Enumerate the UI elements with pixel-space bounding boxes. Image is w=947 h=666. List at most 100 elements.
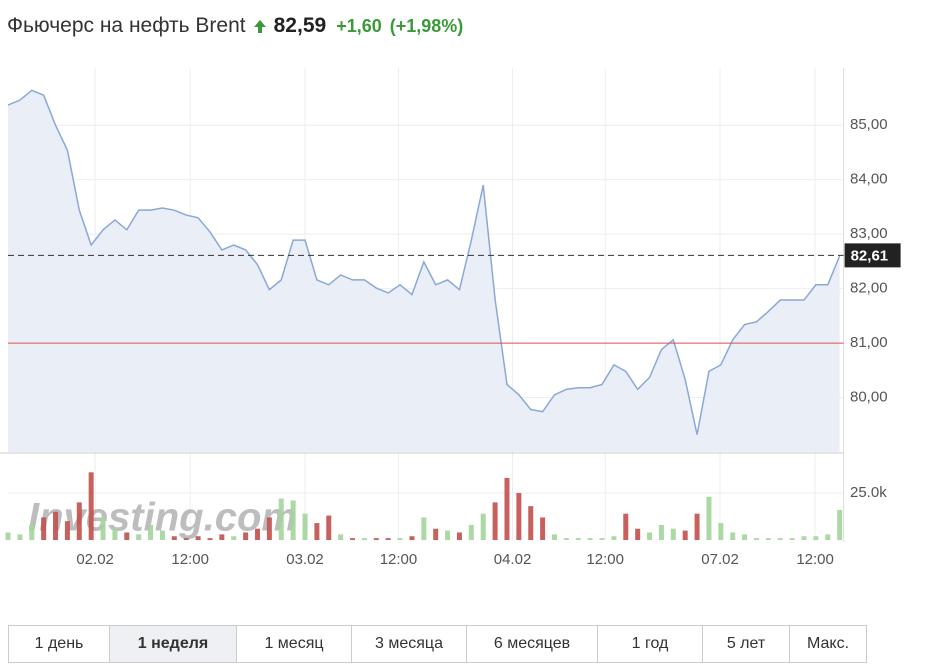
volume-bar (64, 521, 70, 540)
change: +1,60 (336, 15, 382, 36)
volume-bar (171, 536, 177, 540)
volume-bar (326, 515, 332, 540)
volume-bar (5, 532, 11, 540)
period-button[interactable]: 3 месяца (352, 626, 467, 662)
volume-bar (635, 528, 641, 540)
x-tick-label: 07.02 (701, 551, 739, 568)
volume-bar (17, 534, 23, 540)
volume-bar (765, 538, 771, 540)
volume-bar (718, 523, 724, 540)
volume-bar (53, 511, 59, 540)
volume-bar (433, 528, 439, 540)
volume-bar (195, 536, 201, 540)
period-button[interactable]: 5 лет (703, 626, 790, 662)
volume-bar (373, 538, 379, 540)
volume-bar (338, 534, 344, 540)
price-line (7, 89, 841, 435)
volume-bar (504, 477, 510, 540)
current-price-label: 82,61 (851, 247, 889, 264)
volume-bar (587, 538, 593, 540)
volume-bar (100, 517, 106, 540)
chart: 02.02 12:00 03.02 12:00 04.02 12:00 07.02 12:00… (0, 68, 901, 568)
period-button[interactable]: 1 день (9, 626, 110, 662)
period-button[interactable]: Макс. (806, 635, 850, 652)
y-tick-label: 84,00 (850, 171, 888, 188)
volume-bar (266, 517, 272, 540)
period-button[interactable]: 1 месяц (237, 626, 352, 662)
x-tick-label: 12:00 (380, 551, 418, 568)
x-tick-label: 12:00 (171, 551, 209, 568)
volume-bar (456, 532, 462, 540)
volume-bar (540, 517, 546, 540)
volume-bar (409, 536, 415, 540)
volume-bar (148, 524, 154, 540)
instrument-title: Фьючерс на нефть Brent (7, 14, 246, 37)
period-button[interactable]: 1 год (598, 626, 703, 662)
price: 82,59 (273, 14, 327, 37)
volume-bar (397, 538, 403, 540)
volume-bar (41, 517, 47, 540)
volume-bar (468, 524, 474, 540)
period-selector: 1 день 1 неделя 1 месяц 3 месяца 6 месяцев 1 … (8, 625, 867, 663)
volume-bar (753, 538, 759, 540)
volume-bar (314, 523, 320, 540)
x-tick-label: 12:00 (586, 551, 624, 568)
y-tick-label: 85,00 (850, 116, 888, 133)
x-tick-label: 03.02 (286, 551, 324, 568)
volume-bar (302, 513, 308, 540)
volume-bar (480, 513, 486, 540)
volume-bar (76, 502, 82, 540)
y2-tick-label: 25.0k (850, 484, 887, 501)
volume-bar (385, 538, 391, 540)
volume-bar (789, 538, 795, 540)
header: Фьючерс на нефть Brent 82,59 +1,60 (+1,9… (7, 14, 463, 38)
volume-bar (552, 534, 558, 540)
volume-bar (112, 528, 118, 540)
volume-bar (528, 506, 534, 540)
volume-bar (492, 502, 498, 540)
volume-bar (658, 524, 664, 540)
period-button[interactable]: 1 неделя (110, 626, 237, 662)
volume-bar (599, 538, 605, 540)
volume-bar (183, 538, 189, 540)
volume-bar (278, 498, 284, 540)
y-tick-label: 83,00 (850, 225, 888, 242)
change-pct: (+1,98%) (389, 15, 464, 36)
up-arrow (253, 20, 266, 33)
volume-bar (694, 513, 700, 540)
volume-bar (159, 530, 165, 540)
volume-bar (290, 500, 296, 540)
current-price-box (844, 243, 901, 268)
volume-bar (29, 524, 35, 540)
volume-bar (243, 532, 249, 540)
volume-bar (207, 538, 213, 540)
volume-bar (623, 513, 629, 540)
x-tick-label: 04.02 (494, 551, 532, 568)
volume-bar (124, 532, 130, 540)
volume-bar (837, 509, 843, 540)
volume-bar (647, 532, 653, 540)
y-tick-label: 80,00 (850, 389, 888, 406)
volume-bar (670, 528, 676, 540)
volume-bar (516, 492, 522, 540)
volume-bar (825, 534, 831, 540)
x-tick-label: 02.02 (76, 551, 114, 568)
volume-bar (611, 536, 617, 540)
volume-bar (254, 528, 260, 540)
volume-bar (88, 472, 94, 540)
volume-bar (730, 532, 736, 540)
volume-bar (361, 538, 367, 540)
price-area (8, 90, 840, 453)
volume-bar (682, 530, 688, 540)
y-tick-label: 81,00 (850, 334, 888, 351)
volume-bar (421, 517, 427, 540)
volume-bar (575, 538, 581, 540)
volume-bar (742, 534, 748, 540)
volume-bar (219, 534, 225, 540)
volume-bar (445, 530, 451, 540)
volume-bar (813, 536, 819, 540)
volume-bar (777, 538, 783, 540)
volume-bar (350, 538, 356, 540)
period-button[interactable]: 6 месяцев (467, 626, 598, 662)
